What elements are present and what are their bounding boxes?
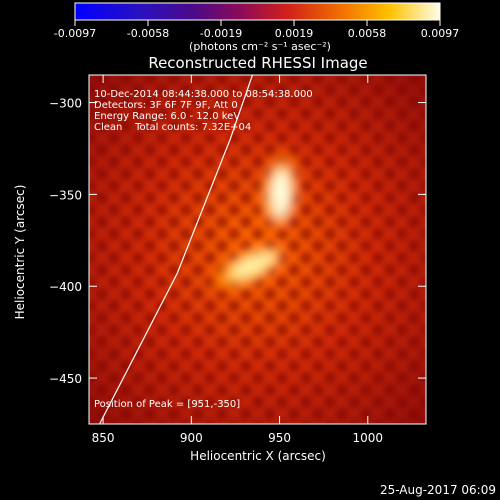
plot-frame	[88, 74, 427, 425]
y-tick-label: −450	[49, 372, 82, 386]
y-axis: −300 −350 −400 −450	[49, 97, 426, 386]
y-tick-label: −350	[49, 188, 82, 202]
colorbar-tick-label: -0.0097	[54, 27, 96, 40]
annotation-clean-counts: Clean Total counts: 7.32E+04	[94, 122, 251, 133]
annotation-detectors: Detectors: 3F 6F 7F 9F, Att 0	[94, 100, 238, 111]
solar-limb-line	[99, 75, 254, 424]
colorbar-tick-label: -0.0019	[200, 27, 242, 40]
colorbar	[74, 2, 441, 21]
colorbar-ticks: -0.0097 -0.0058 -0.0019 0.0019 0.0058 0.0097	[54, 20, 459, 40]
x-tick-label: 850	[92, 431, 115, 445]
colorbar-tick-label: -0.0058	[127, 27, 169, 40]
x-tick-label: 950	[268, 431, 291, 445]
heatmap-image	[89, 75, 426, 424]
y-tick-label: −400	[49, 280, 82, 294]
y-axis-label: Heliocentric Y (arcsec)	[13, 185, 27, 320]
chart-title: Reconstructed RHESSI Image	[148, 54, 367, 72]
x-axis: 850 900 950 1000	[92, 75, 383, 445]
x-axis-label: Heliocentric X (arcsec)	[190, 449, 326, 463]
colorbar-unit-label: (photons cm⁻² s⁻¹ asec⁻²)	[189, 40, 331, 53]
source-north-core	[270, 168, 293, 221]
colorbar-tick-label: 0.0058	[348, 27, 387, 40]
x-tick-label: 900	[180, 431, 203, 445]
source-south-core	[230, 249, 279, 279]
colorbar-tick-label: 0.0019	[275, 27, 314, 40]
footer-timestamp: 25-Aug-2017 06:09	[380, 483, 496, 497]
colorbar-tick-label: 0.0097	[421, 27, 460, 40]
x-tick-label: 1000	[353, 431, 384, 445]
y-tick-label: −300	[49, 97, 82, 111]
annotation-peak-position: Position of Peak = [951,-350]	[94, 399, 240, 410]
annotation-time-range: 10-Dec-2014 08:44:38.000 to 08:54:38.000	[94, 89, 313, 100]
annotation-energy-range: Energy Range: 6.0 - 12.0 keV	[94, 111, 240, 122]
